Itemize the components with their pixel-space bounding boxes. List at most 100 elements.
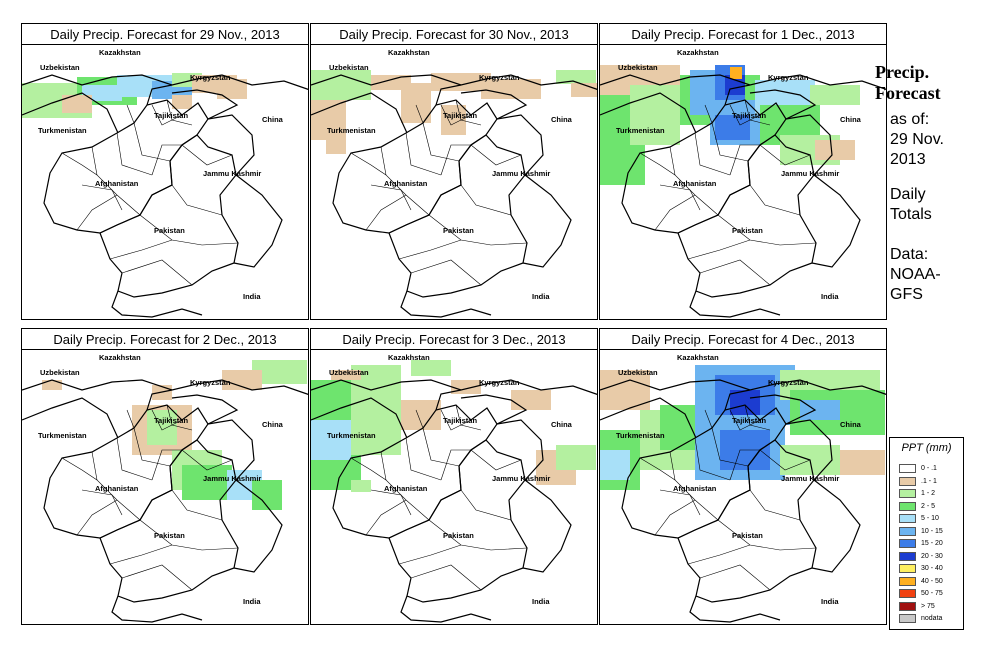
legend-label: nodata [921, 615, 943, 622]
map-label-pakistan: Pakistan [443, 531, 474, 540]
province-border [654, 499, 696, 536]
map-label-china: China [262, 420, 284, 429]
province-border [76, 499, 118, 536]
province-border [61, 152, 98, 176]
legend-swatch [899, 551, 916, 561]
precip-map: Kazakhstan Uzbekistan Kyrgyzstan Tajikistan… [600, 353, 886, 623]
province-border [370, 184, 412, 211]
precip-area [815, 140, 855, 160]
legend-title: PPT (mm) [901, 442, 952, 454]
side-title-line2: Forecast [875, 83, 941, 103]
country-border [22, 92, 119, 134]
province-border [759, 449, 811, 471]
country-border [207, 419, 255, 481]
map-label-pakistan: Pakistan [154, 531, 185, 540]
country-border [311, 397, 408, 439]
province-border [669, 146, 719, 216]
country-border [677, 439, 817, 603]
panel-title: Daily Precip. Forecast for 29 Nov., 2013 [22, 24, 308, 45]
province-border [749, 489, 801, 521]
precip-area [182, 465, 232, 500]
province-border [380, 451, 430, 521]
precip-area [62, 95, 92, 113]
map-label-uzbekistan: Uzbekistan [40, 63, 80, 72]
map-label-tajikistan: Tajikistan [443, 416, 477, 425]
map-label-turkmenistan: Turkmenistan [38, 431, 87, 440]
province-border [669, 451, 719, 521]
precip-area [411, 360, 451, 376]
legend-swatch [899, 614, 916, 623]
province-border [460, 184, 512, 216]
legend-item: > 75 [899, 601, 961, 612]
province-border [460, 489, 512, 521]
province-border [139, 214, 239, 246]
country-border [388, 439, 528, 603]
precip-area [172, 95, 192, 109]
province-border [365, 499, 407, 536]
legend-label: > 75 [921, 602, 935, 610]
as-of-label: as of: [890, 111, 930, 128]
country-border [724, 389, 817, 425]
country-border [400, 290, 492, 318]
precip-area [511, 390, 551, 410]
precip-map: Kazakhstan Uzbekistan Kyrgyzstan Tajikistan… [311, 48, 597, 318]
precip-area [252, 480, 282, 510]
province-border [711, 427, 749, 467]
precip-area [481, 79, 541, 99]
legend-label: 50 - 75 [921, 590, 943, 597]
province-border [126, 104, 135, 124]
province-border [133, 427, 171, 467]
map-label-turkmenistan: Turkmenistan [616, 126, 665, 135]
panel-title: Daily Precip. Forecast for 4 Dec., 2013 [600, 329, 886, 350]
legend-swatch [899, 589, 916, 598]
precip-area [401, 83, 431, 123]
legend-label: 15 - 20 [921, 540, 943, 547]
precip-area [311, 100, 346, 140]
legend-item: 0 - .1 [899, 463, 961, 474]
map-label-india: India [821, 597, 839, 606]
country-border [233, 174, 283, 268]
map-label-uzbekistan: Uzbekistan [329, 63, 369, 72]
province-border [405, 132, 442, 176]
forecast-panel-29-nov: Daily Precip. Forecast for 29 Nov., 2013… [21, 23, 309, 320]
panel-title: Daily Precip. Forecast for 1 Dec., 2013 [600, 24, 886, 45]
map-label-jammu-kashmir: Jammu Kashmir [492, 169, 550, 178]
precip-area [351, 480, 371, 492]
country-border [111, 290, 203, 318]
province-border [440, 409, 472, 431]
province-border [687, 544, 751, 565]
legend-swatch [899, 564, 916, 573]
forecast-panel-4-dec: Daily Precip. Forecast for 4 Dec., 2013 … [599, 328, 887, 625]
province-border [659, 184, 701, 211]
precip-area [326, 140, 346, 154]
country-border [785, 114, 833, 176]
precip-area [800, 400, 840, 420]
map-label-kazakhstan: Kazakhstan [99, 48, 141, 57]
map-label-tajikistan: Tajikistan [154, 111, 188, 120]
province-border [711, 122, 749, 162]
country-border [496, 419, 544, 481]
precip-area [331, 370, 361, 380]
map-label-jammu-kashmir: Jammu Kashmir [492, 474, 550, 483]
legend-item: 30 - 40 [899, 563, 961, 574]
legend-item: 40 - 50 [899, 576, 961, 587]
data-label: Data: [890, 246, 929, 263]
province-border [694, 132, 731, 176]
map-label-china: China [551, 420, 573, 429]
map-label-tajikistan: Tajikistan [443, 111, 477, 120]
legend-label: .1 - 1 [921, 477, 937, 485]
precip-area [556, 445, 596, 470]
province-border [455, 99, 482, 126]
province-border [415, 409, 424, 429]
country-border [677, 134, 817, 298]
precip-area [600, 450, 630, 480]
precip-area [630, 85, 680, 145]
map-label-pakistan: Pakistan [443, 226, 474, 235]
province-border [91, 146, 141, 216]
country-border [22, 397, 119, 439]
province-border [440, 144, 471, 176]
map-label-afghanistan: Afghanistan [673, 179, 717, 188]
province-border [410, 564, 482, 591]
legend-label: 5 - 10 [921, 515, 939, 522]
map-label-kazakhstan: Kazakhstan [677, 48, 719, 57]
